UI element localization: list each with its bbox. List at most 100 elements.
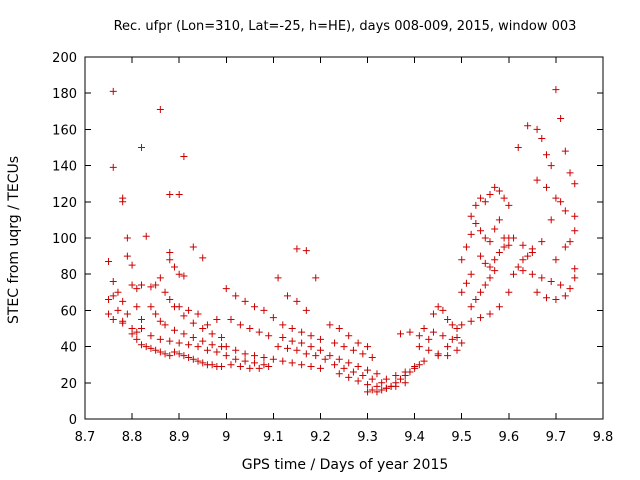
data-point xyxy=(364,381,372,389)
data-point xyxy=(378,379,386,387)
data-point xyxy=(415,361,423,369)
data-point xyxy=(161,288,169,296)
data-point xyxy=(542,183,550,191)
data-point xyxy=(557,281,565,289)
data-point xyxy=(429,328,437,336)
data-point xyxy=(481,198,489,206)
data-point xyxy=(232,346,240,354)
data-point xyxy=(293,297,301,305)
data-point xyxy=(491,267,499,275)
x-tick-label: 9.2 xyxy=(310,430,331,445)
data-point xyxy=(538,134,546,142)
data-point xyxy=(307,332,315,340)
data-point xyxy=(547,277,555,285)
data-point xyxy=(199,325,207,332)
data-point xyxy=(566,285,574,293)
data-point xyxy=(119,319,127,327)
data-point xyxy=(552,194,560,202)
y-axis-ticks: 0 20 40 60 80 100 120 140 160 180 200 xyxy=(52,51,603,428)
data-point xyxy=(180,330,188,338)
data-point xyxy=(491,256,499,264)
data-point xyxy=(119,297,127,305)
data-point xyxy=(288,337,296,345)
data-point xyxy=(312,274,320,282)
data-point xyxy=(298,328,306,336)
data-point xyxy=(349,368,357,376)
data-point xyxy=(519,241,527,249)
x-tick-label: 9.8 xyxy=(593,430,614,445)
data-point xyxy=(495,187,503,195)
data-point xyxy=(260,306,268,314)
y-tick-label: 200 xyxy=(52,51,77,66)
data-point xyxy=(458,339,466,347)
data-point xyxy=(274,274,282,282)
data-point xyxy=(571,265,579,273)
data-point xyxy=(109,277,117,285)
data-point xyxy=(364,366,372,374)
data-point xyxy=(335,325,343,332)
data-point xyxy=(288,359,296,367)
data-point xyxy=(138,144,146,151)
data-point xyxy=(481,234,489,242)
data-point xyxy=(302,247,310,255)
data-point xyxy=(208,361,216,369)
data-point xyxy=(477,227,485,235)
data-point xyxy=(462,243,470,251)
data-point xyxy=(542,294,550,302)
data-point xyxy=(175,191,183,199)
data-point xyxy=(524,252,532,260)
data-point xyxy=(566,238,574,246)
data-point xyxy=(561,243,569,251)
data-point xyxy=(133,285,141,293)
data-point xyxy=(524,122,532,130)
data-point xyxy=(208,330,216,338)
data-point xyxy=(251,352,259,360)
data-point xyxy=(123,234,131,242)
x-axis-title: GPS time / Days of year 2015 xyxy=(242,457,449,473)
data-point xyxy=(552,296,560,304)
data-point xyxy=(557,115,565,123)
data-point xyxy=(571,274,579,282)
data-point xyxy=(542,151,550,159)
data-point xyxy=(293,245,301,253)
data-point xyxy=(378,386,386,394)
data-point xyxy=(138,315,146,323)
data-point xyxy=(138,281,146,289)
data-point xyxy=(368,353,376,361)
data-point xyxy=(170,263,178,271)
data-point xyxy=(406,328,414,336)
data-point xyxy=(213,315,221,323)
data-point xyxy=(166,248,174,256)
data-point xyxy=(481,281,489,289)
data-point xyxy=(166,352,174,360)
x-axis-ticks: 8.7 8.8 8.9 9 9.1 9.2 9.3 9.4 9.5 9.6 9.7 9.8 xyxy=(75,57,614,445)
data-point xyxy=(105,258,113,266)
data-point xyxy=(316,364,324,372)
data-point xyxy=(566,169,574,177)
data-point xyxy=(458,256,466,264)
data-point xyxy=(170,303,178,311)
data-point xyxy=(222,285,230,293)
data-point xyxy=(147,344,155,352)
data-point xyxy=(222,352,230,360)
data-point xyxy=(251,303,259,311)
data-point xyxy=(486,238,494,246)
data-point xyxy=(561,147,569,155)
data-point xyxy=(472,220,480,228)
data-point xyxy=(166,337,174,345)
data-point xyxy=(491,225,499,233)
data-point xyxy=(472,296,480,304)
data-point xyxy=(123,310,131,318)
data-point xyxy=(302,350,310,358)
data-point xyxy=(232,292,240,300)
data-point xyxy=(241,297,249,305)
data-point xyxy=(203,321,211,329)
data-point xyxy=(477,314,485,322)
data-point xyxy=(368,386,376,394)
data-point xyxy=(185,306,193,314)
data-point xyxy=(364,388,372,396)
data-point xyxy=(500,194,508,202)
data-point xyxy=(514,263,522,271)
y-tick-label: 0 xyxy=(69,413,77,428)
data-point xyxy=(283,292,291,300)
